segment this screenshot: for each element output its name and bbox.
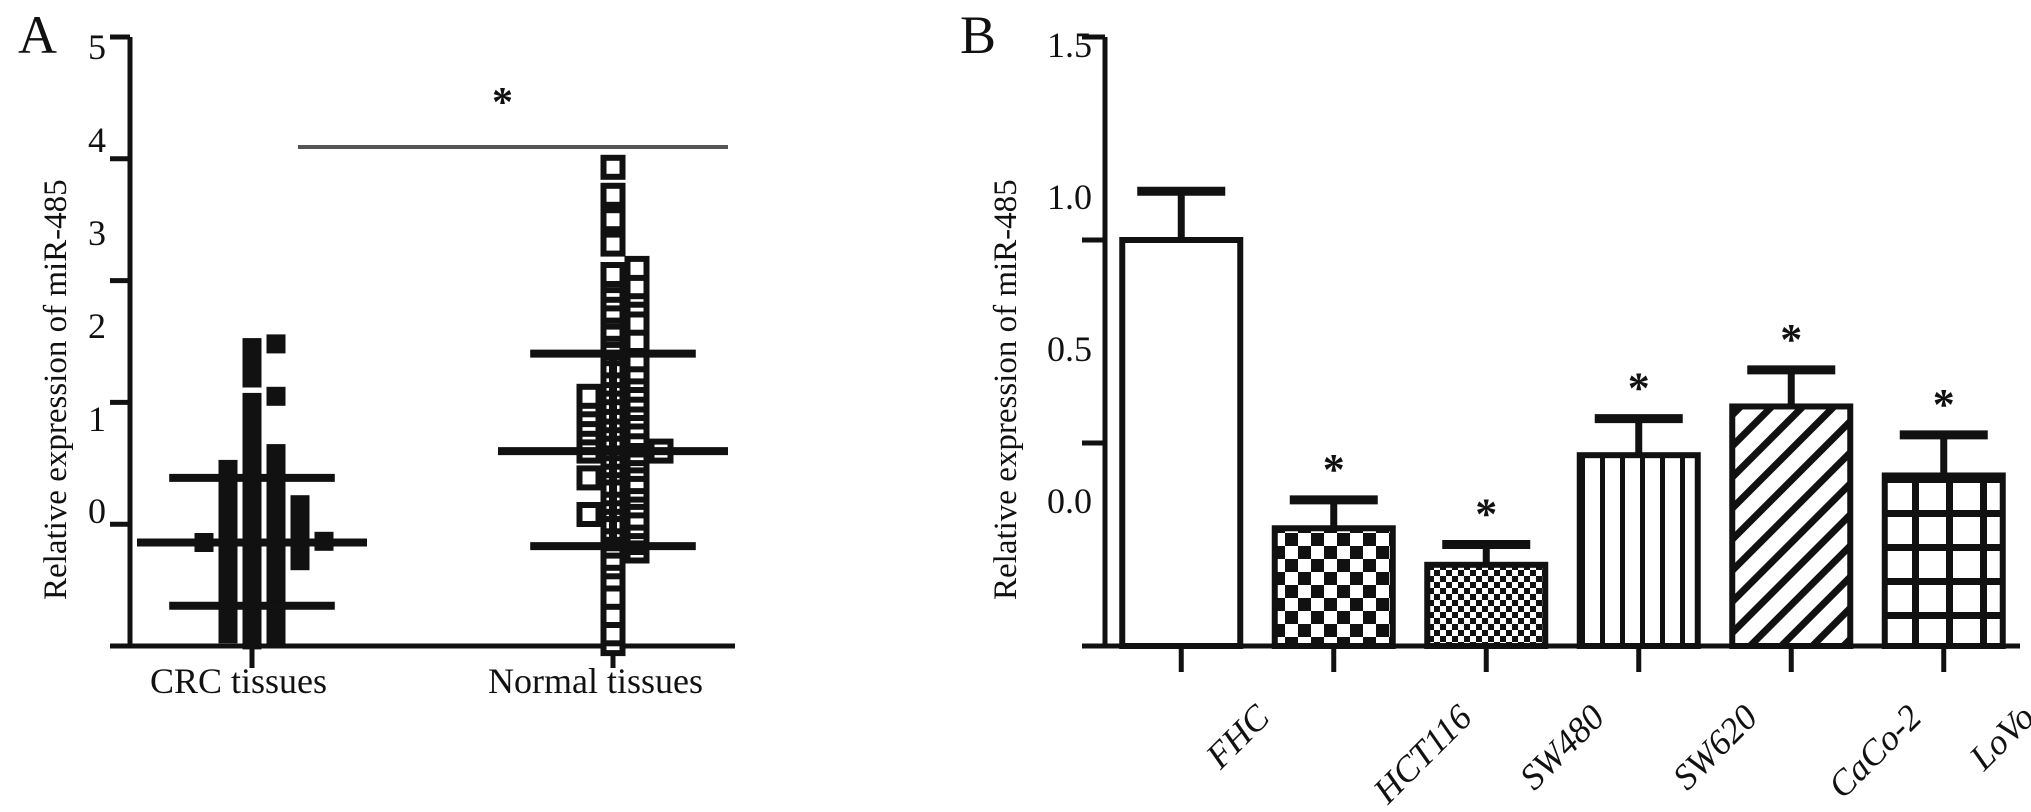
significance-asterisk: * [1780,315,1802,364]
panel-b: B Relative expression of miR-485 0.0 0.5… [960,0,2031,811]
scatter-point [290,495,310,515]
panel-a-y-ticks [110,34,130,649]
scatter-point [242,356,262,376]
bar-sw620 [1576,452,1701,649]
significance-asterisk: * [1933,380,1955,429]
significance-asterisk: * [1323,445,1345,494]
scatter-point [576,465,602,491]
panel-a-x-ticks [249,646,616,668]
panel-a-ytick-2: 2 [88,306,106,346]
bar-hct116 [1271,525,1396,650]
panel-b-letter: B [960,5,997,65]
bar-lovo [1881,472,2006,650]
panel-b-plot: * * * * * [1082,34,2020,672]
panel-b-ytick-05: 0.5 [1047,329,1092,369]
scatter-point [600,207,626,233]
scatter-point [576,502,602,527]
panel-b-y-ticks [1082,34,1105,649]
significance-asterisk: * [1628,364,1650,413]
significance-asterisk: * [1475,490,1497,539]
scatter-point [266,334,286,354]
panel-a-significance-asterisk: * [492,80,513,126]
panel-b-bars: * * * * * [1119,186,2006,650]
scatter-point [600,231,626,257]
panel-a-ytick-0: 0 [88,491,106,531]
panel-a-ytick-4: 4 [88,120,106,160]
scatter-point [600,154,626,180]
panel-b-ytick-15: 1.5 [1047,25,1092,65]
panel-b-ytick-0: 0.0 [1047,481,1092,521]
scatter-point [600,182,626,208]
panel-a-xlabel-crc: CRC tissues [150,661,328,701]
scatter-point [266,386,286,406]
panel-a-ytick-3: 3 [88,213,106,253]
panel-a-ytick-1: 1 [88,399,106,439]
panel-a-xlabel-normal: Normal tissues [488,661,703,701]
scatter-point [600,262,626,287]
bar-sw480 [1424,561,1549,649]
bar-fhc [1119,237,1244,649]
panel-a-mean-sd-lines [137,349,728,610]
bar-caco-2 [1729,403,1854,649]
panel-a-letter: A [18,5,57,65]
panel-a-ytick-5: 5 [88,27,106,67]
scatter-point [242,392,262,412]
panel-b-ytick-10: 1.0 [1047,177,1092,217]
scatter-point [266,444,286,464]
scatter-point [242,338,262,358]
panel-a-data-points [194,154,674,657]
panel-a-plot [110,34,735,668]
panel-a: A Relative expression of miR-485 0 1 2 3… [0,0,960,765]
scatter-point [624,255,650,281]
scatter-point [576,383,602,409]
panel-b-x-ticks [1178,646,1947,672]
